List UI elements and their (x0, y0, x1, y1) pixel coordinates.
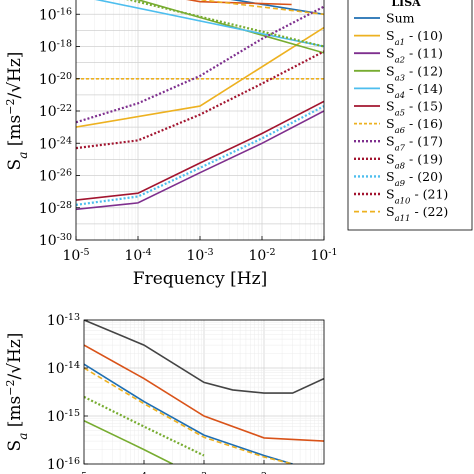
series-a3-line (136, 0, 324, 54)
legend-entry-label: Sa11 - (22) (386, 204, 448, 224)
legend-entry-label: Sa8 - (19) (386, 151, 443, 171)
legend-entry-label: Sa7 - (17) (386, 134, 443, 154)
y-tick-label: 10-18 (39, 38, 72, 56)
x-tick-label: 5 (81, 471, 87, 474)
legend-entry-label: Sa10 - (21) (386, 187, 448, 207)
legend-box (347, 0, 473, 231)
bottom-panel: 5 4 3 2 10-13 10-14 10-15 10-16 Sa [ms−2/√Hz] (4, 312, 325, 474)
x-tick-label: 10-2 (248, 247, 275, 265)
series-a6_red-line (186, 0, 292, 6)
series-a11-line (197, 0, 324, 16)
y-tick-label: 10-28 (39, 199, 72, 217)
y-tick-label: 10-14 (47, 360, 80, 378)
series-a10-line (76, 105, 324, 206)
series-a9-line (125, 0, 324, 48)
legend-entry-label: Sa9 - (20) (386, 169, 443, 189)
legend-entry-label: Sa6 - (16) (386, 116, 443, 136)
series-a7-line (76, 5, 324, 124)
legend-entry-label: Sum (386, 11, 415, 26)
legend-entry-label: Sa2 - (11) (386, 46, 443, 66)
y-tick-label: 10-16 (47, 456, 80, 474)
legend: LISA Sum Sa1 - (10)Sa2 - (11)Sa3 - (12)Sa4… (347, 0, 473, 231)
series-a4-line (94, 0, 324, 48)
series-lisa-line (84, 320, 324, 394)
series-group (84, 320, 324, 464)
legend-entry-label: Sa4 - (14) (386, 81, 443, 101)
legend-title: LISA (391, 0, 421, 9)
series-a11-line (84, 367, 293, 464)
grid (83, 319, 325, 465)
y-tick-label: 10-13 (47, 312, 80, 330)
series-sum-line (84, 363, 293, 464)
x-tick-label: 10-3 (186, 247, 213, 265)
y-tick-label: 10-24 (39, 135, 72, 153)
series-green2-line (84, 419, 173, 464)
x-tick-label: 10-4 (124, 247, 151, 265)
y-tick-label: 10-20 (39, 70, 72, 88)
x-tick-label: 3 (201, 471, 207, 474)
series-group (76, 0, 324, 211)
y-axis-label: Sa [ms−2/√Hz] (4, 333, 31, 452)
series-a1-line (76, 26, 324, 128)
x-tick-label: 2 (261, 471, 267, 474)
legend-entry-label: Sa1 - (10) (386, 28, 443, 48)
y-tick-label: 10-22 (39, 103, 72, 121)
y-tick-label: 10-16 (39, 6, 72, 24)
top-panel: 10-510-410-310-210-11010-1610-1810-2010-… (4, 0, 338, 289)
series-sum-line (230, 0, 324, 16)
legend-entry-label: Sa3 - (12) (386, 63, 443, 83)
series-a2-line (76, 110, 324, 211)
y-tick-label: 10-26 (39, 167, 72, 185)
legend-entry-label: Sa5 - (15) (386, 99, 443, 119)
series-a8-line (76, 50, 324, 150)
series-red-line (84, 344, 324, 442)
x-axis-label: Frequency [Hz] (133, 269, 267, 289)
y-tick-label: 10-15 (47, 408, 80, 426)
series-a5-line (76, 100, 324, 201)
x-tick-label: 4 (141, 471, 147, 474)
y-axis-label: Sa [ms−2/√Hz] (4, 52, 31, 171)
x-tick-label: 10-1 (310, 247, 337, 265)
y-tick-label: 10-30 (39, 232, 72, 250)
x-tick-label: 10-5 (62, 247, 89, 265)
